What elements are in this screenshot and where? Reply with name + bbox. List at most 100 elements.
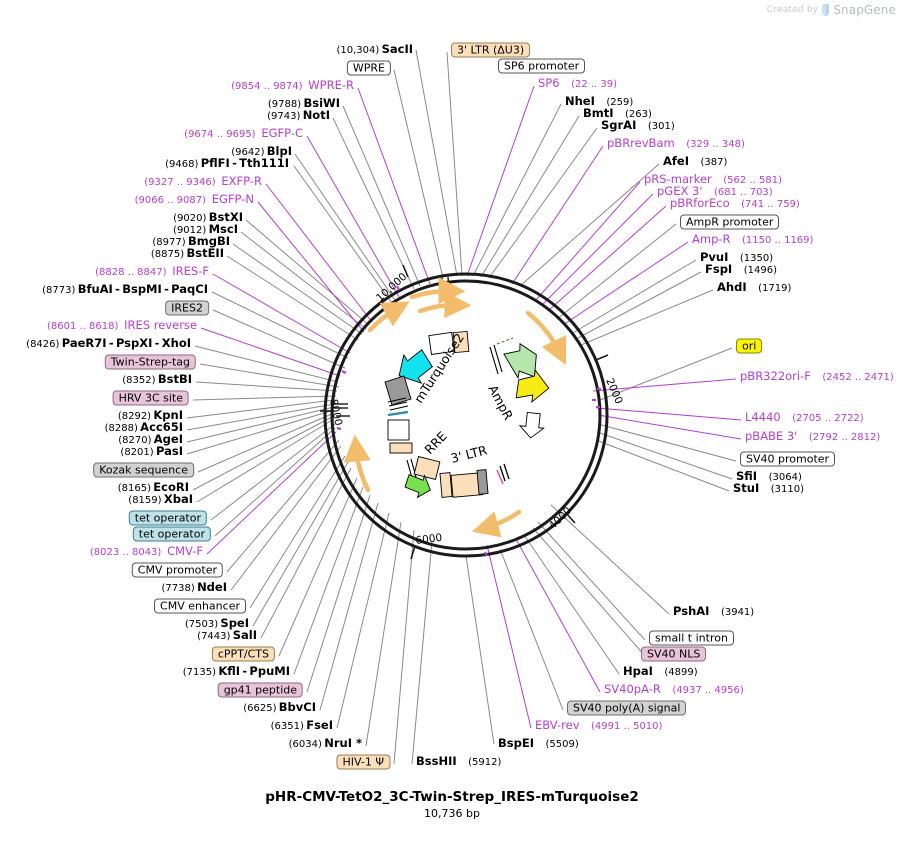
label-bmti[interactable]: BmtI (263) [583, 107, 652, 120]
label-gp41[interactable]: gp41 peptide [217, 682, 303, 698]
label-blpi[interactable]: (9642) BlpI [231, 145, 292, 158]
label-sv40pa-r[interactable]: SV40pA-R (4937 .. 4956) [604, 683, 744, 696]
label-kozak[interactable]: Kozak sequence [93, 462, 194, 478]
label-sv40nls[interactable]: SV40 NLS [641, 646, 707, 662]
label-bfuai[interactable]: (8773) BfuAI - BspMI - PaqCI [42, 283, 208, 296]
label-nrui[interactable]: (6034) NruI * [289, 737, 362, 750]
label-pshai[interactable]: PshAI (3941) [673, 605, 754, 618]
label-fsei[interactable]: (6351) FseI [271, 719, 333, 732]
label-spei[interactable]: (7503) SpeI [184, 617, 249, 630]
label-ebv-rev[interactable]: EBV-rev (4991 .. 5010) [535, 719, 662, 732]
label-bstbi[interactable]: (8352) BstBI [122, 373, 192, 386]
label-tetop2[interactable]: tet operator [132, 526, 211, 542]
feature-chip[interactable]: SV40 promoter [740, 451, 836, 467]
label-pbrrevbam[interactable]: pBRrevBam (329 .. 348) [607, 137, 745, 150]
label-sv40pa[interactable]: SV40 poly(A) signal [567, 700, 687, 716]
label-tetop1[interactable]: tet operator [128, 510, 207, 526]
label-bsshii[interactable]: BssHII (5912) [416, 755, 501, 768]
label-ltr3[interactable]: 3' LTR (ΔU3) [451, 42, 531, 58]
label-sp6[interactable]: SP6 (22 .. 39) [538, 77, 617, 90]
label-pflfi[interactable]: (9468) PflFI - Tth111I [165, 157, 289, 170]
label-ires-f[interactable]: (8828 .. 8847) IRES-F [95, 265, 209, 278]
label-noti[interactable]: (9743) NotI [267, 109, 330, 122]
label-position: (8875) [150, 249, 185, 260]
label-ires2[interactable]: IRES2 [165, 300, 209, 316]
label-position: (4937 .. 4956) [672, 685, 744, 696]
label-exfp-r[interactable]: (9327 .. 9346) EXFP-R [144, 175, 262, 188]
label-l4440[interactable]: L4440 (2705 .. 2722) [745, 411, 864, 424]
label-cmv-enh[interactable]: CMV enhancer [154, 598, 246, 614]
label-bstxi[interactable]: (9020) BstXI [173, 211, 243, 224]
feature-chip[interactable]: 3' LTR (ΔU3) [451, 42, 531, 58]
label-egfp-c[interactable]: (9674 .. 9695) EGFP-C [184, 127, 303, 140]
label-sgrai[interactable]: SgrAI (301) [601, 119, 675, 132]
feature-chip[interactable]: SV40 NLS [641, 646, 707, 662]
label-wpre[interactable]: WPRE [346, 60, 391, 76]
feature-chip[interactable]: ori [736, 338, 763, 354]
feature-chip[interactable]: SP6 promoter [498, 58, 586, 74]
label-hpai[interactable]: HpaI (4899) [623, 665, 698, 678]
feature-chip[interactable]: small t intron [649, 630, 734, 646]
label-paer7i[interactable]: (8426) PaeR7I - PspXI - XhoI [26, 337, 191, 350]
label-ires-rev[interactable]: (8601 .. 8618) IRES reverse [47, 319, 197, 332]
label-sv40prom[interactable]: SV40 promoter [740, 451, 836, 467]
label-bstei[interactable]: (8875) BstEII [150, 247, 224, 260]
label-bbvci[interactable]: (6625) BbvCI [243, 701, 316, 714]
label-sali[interactable]: (7443) SalI [197, 629, 257, 642]
label-xbai[interactable]: (8159) XbaI [128, 493, 193, 506]
label-afei[interactable]: AfeI (387) [663, 155, 727, 168]
label-stui[interactable]: StuI (3110) [733, 482, 804, 495]
label-wpre-r[interactable]: (9854 .. 9874) WPRE-R [231, 79, 354, 92]
label-kpni[interactable]: (8292) KpnI [118, 409, 183, 422]
label-twin-strep[interactable]: Twin-Strep-tag [104, 354, 196, 370]
label-pasi[interactable]: (8201) PasI [120, 445, 183, 458]
feature-chip[interactable]: Kozak sequence [93, 462, 194, 478]
label-ndei[interactable]: (7738) NdeI [161, 581, 228, 594]
label-cmv-prom[interactable]: CMV promoter [131, 562, 223, 578]
feature-chip[interactable]: CMV enhancer [154, 598, 246, 614]
label-hiv1psi[interactable]: HIV-1 Ψ [336, 754, 390, 770]
label-hrv3c[interactable]: HRV 3C site [112, 390, 189, 406]
label-cppt[interactable]: cPPT/CTS [211, 646, 275, 662]
feature-chip[interactable]: WPRE [346, 60, 391, 76]
feature-chip[interactable]: IRES2 [165, 300, 209, 316]
label-ampr-prom[interactable]: AmpR promoter [680, 214, 780, 230]
label-bmgbi[interactable]: (8977) BmgBI [152, 235, 230, 248]
label-msci[interactable]: (9012) MscI [173, 223, 238, 236]
label-sp6-prom[interactable]: SP6 promoter [498, 58, 586, 74]
label-pbrforeco[interactable]: pBRforEco (741 .. 759) [670, 197, 800, 210]
feature-chip[interactable]: CMV promoter [131, 562, 223, 578]
feature-chip[interactable]: HIV-1 Ψ [336, 754, 390, 770]
label-kfli[interactable]: (7135) KflI - PpuMI [183, 665, 290, 678]
feature-chip[interactable]: tet operator [128, 510, 207, 526]
label-position: (7738) [161, 583, 195, 594]
label-pbr322ori[interactable]: pBR322ori-F (2452 .. 2471) [740, 370, 894, 383]
label-ori[interactable]: ori [736, 338, 763, 354]
label-pvui[interactable]: PvuI (1350) [700, 251, 773, 264]
feature-chip[interactable]: AmpR promoter [680, 214, 780, 230]
label-smalltintron[interactable]: small t intron [649, 630, 734, 646]
label-pbabe3[interactable]: pBABE 3' (2792 .. 2812) [745, 430, 880, 443]
label-position: (7503) [184, 619, 219, 630]
feature-chip[interactable]: SV40 poly(A) signal [567, 700, 687, 716]
label-sacii[interactable]: (10,304) SacII [336, 43, 413, 56]
label-ahdi[interactable]: AhdI (1719) [717, 281, 791, 294]
feature-chip[interactable]: cPPT/CTS [211, 646, 275, 662]
label-bsiwi[interactable]: (9788) BsiWI [268, 97, 340, 110]
label-acc65i[interactable]: (8288) Acc65I [105, 421, 183, 434]
label-fspi[interactable]: FspI (1496) [705, 263, 777, 276]
feature-chip[interactable]: gp41 peptide [217, 682, 303, 698]
feature-chip[interactable]: Twin-Strep-tag [104, 354, 196, 370]
label-bspei[interactable]: BspEI (5509) [498, 737, 579, 750]
label-egfp-n[interactable]: (9066 .. 9087) EGFP-N [135, 193, 254, 206]
label-pgex3[interactable]: pGEX 3' (681 .. 703) [657, 185, 773, 198]
label-cmv-f[interactable]: (8023 .. 8043) CMV-F [90, 545, 203, 558]
label-amp-r[interactable]: Amp-R (1150 .. 1169) [692, 233, 813, 246]
label-ecori[interactable]: (8165) EcoRI [118, 481, 189, 494]
feature-chip[interactable]: tet operator [132, 526, 211, 542]
label-sfii[interactable]: SfiI (3064) [736, 470, 802, 483]
label-prs-marker[interactable]: pRS-marker (562 .. 581) [644, 173, 782, 186]
feature-chip[interactable]: HRV 3C site [112, 390, 189, 406]
label-nhei[interactable]: NheI (259) [565, 95, 633, 108]
label-agei[interactable]: (8270) AgeI [118, 433, 183, 446]
